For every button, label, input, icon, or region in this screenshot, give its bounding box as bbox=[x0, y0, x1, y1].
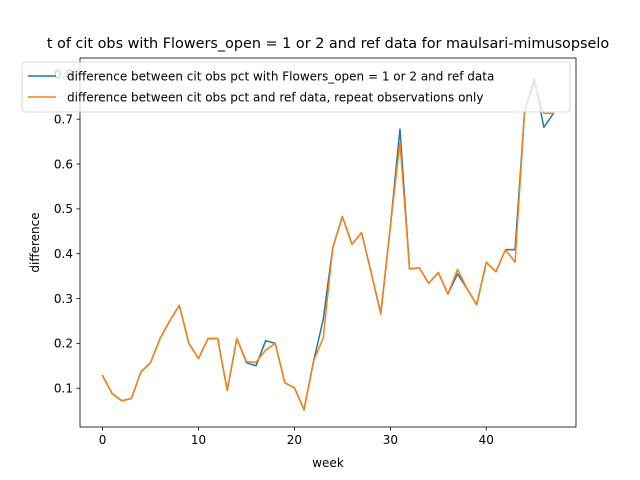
chart-title: t of cit obs with Flowers_open = 1 or 2 … bbox=[47, 36, 610, 52]
legend-frame bbox=[21, 61, 571, 113]
legend: difference between cit obs pct with Flow… bbox=[21, 61, 571, 113]
legend-label-2: difference between cit obs pct and ref d… bbox=[67, 90, 483, 104]
x-tick-label: 0 bbox=[99, 433, 107, 447]
y-tick-label: 0.7 bbox=[54, 113, 73, 127]
x-axis-label: week bbox=[312, 456, 344, 470]
x-tick-label: 40 bbox=[479, 433, 494, 447]
legend-items: difference between cit obs pct with Flow… bbox=[28, 69, 494, 104]
y-axis-label: difference bbox=[28, 212, 42, 272]
series-line-2 bbox=[101, 82, 555, 411]
y-tick-label: 0.2 bbox=[54, 337, 73, 351]
y-tick-label: 0.4 bbox=[54, 247, 73, 261]
series-layer bbox=[101, 78, 555, 411]
y-tick-label: 0.1 bbox=[54, 382, 73, 396]
x-tick-label: 20 bbox=[287, 433, 302, 447]
y-tick-label: 0.6 bbox=[54, 157, 73, 171]
y-tick-label: 0.5 bbox=[54, 202, 73, 216]
x-tick-label: 10 bbox=[191, 433, 206, 447]
y-tick-label: 0.3 bbox=[54, 292, 73, 306]
x-tick-label: 30 bbox=[383, 433, 398, 447]
legend-label-1: difference between cit obs pct with Flow… bbox=[67, 69, 494, 83]
axes-frame bbox=[79, 57, 577, 428]
